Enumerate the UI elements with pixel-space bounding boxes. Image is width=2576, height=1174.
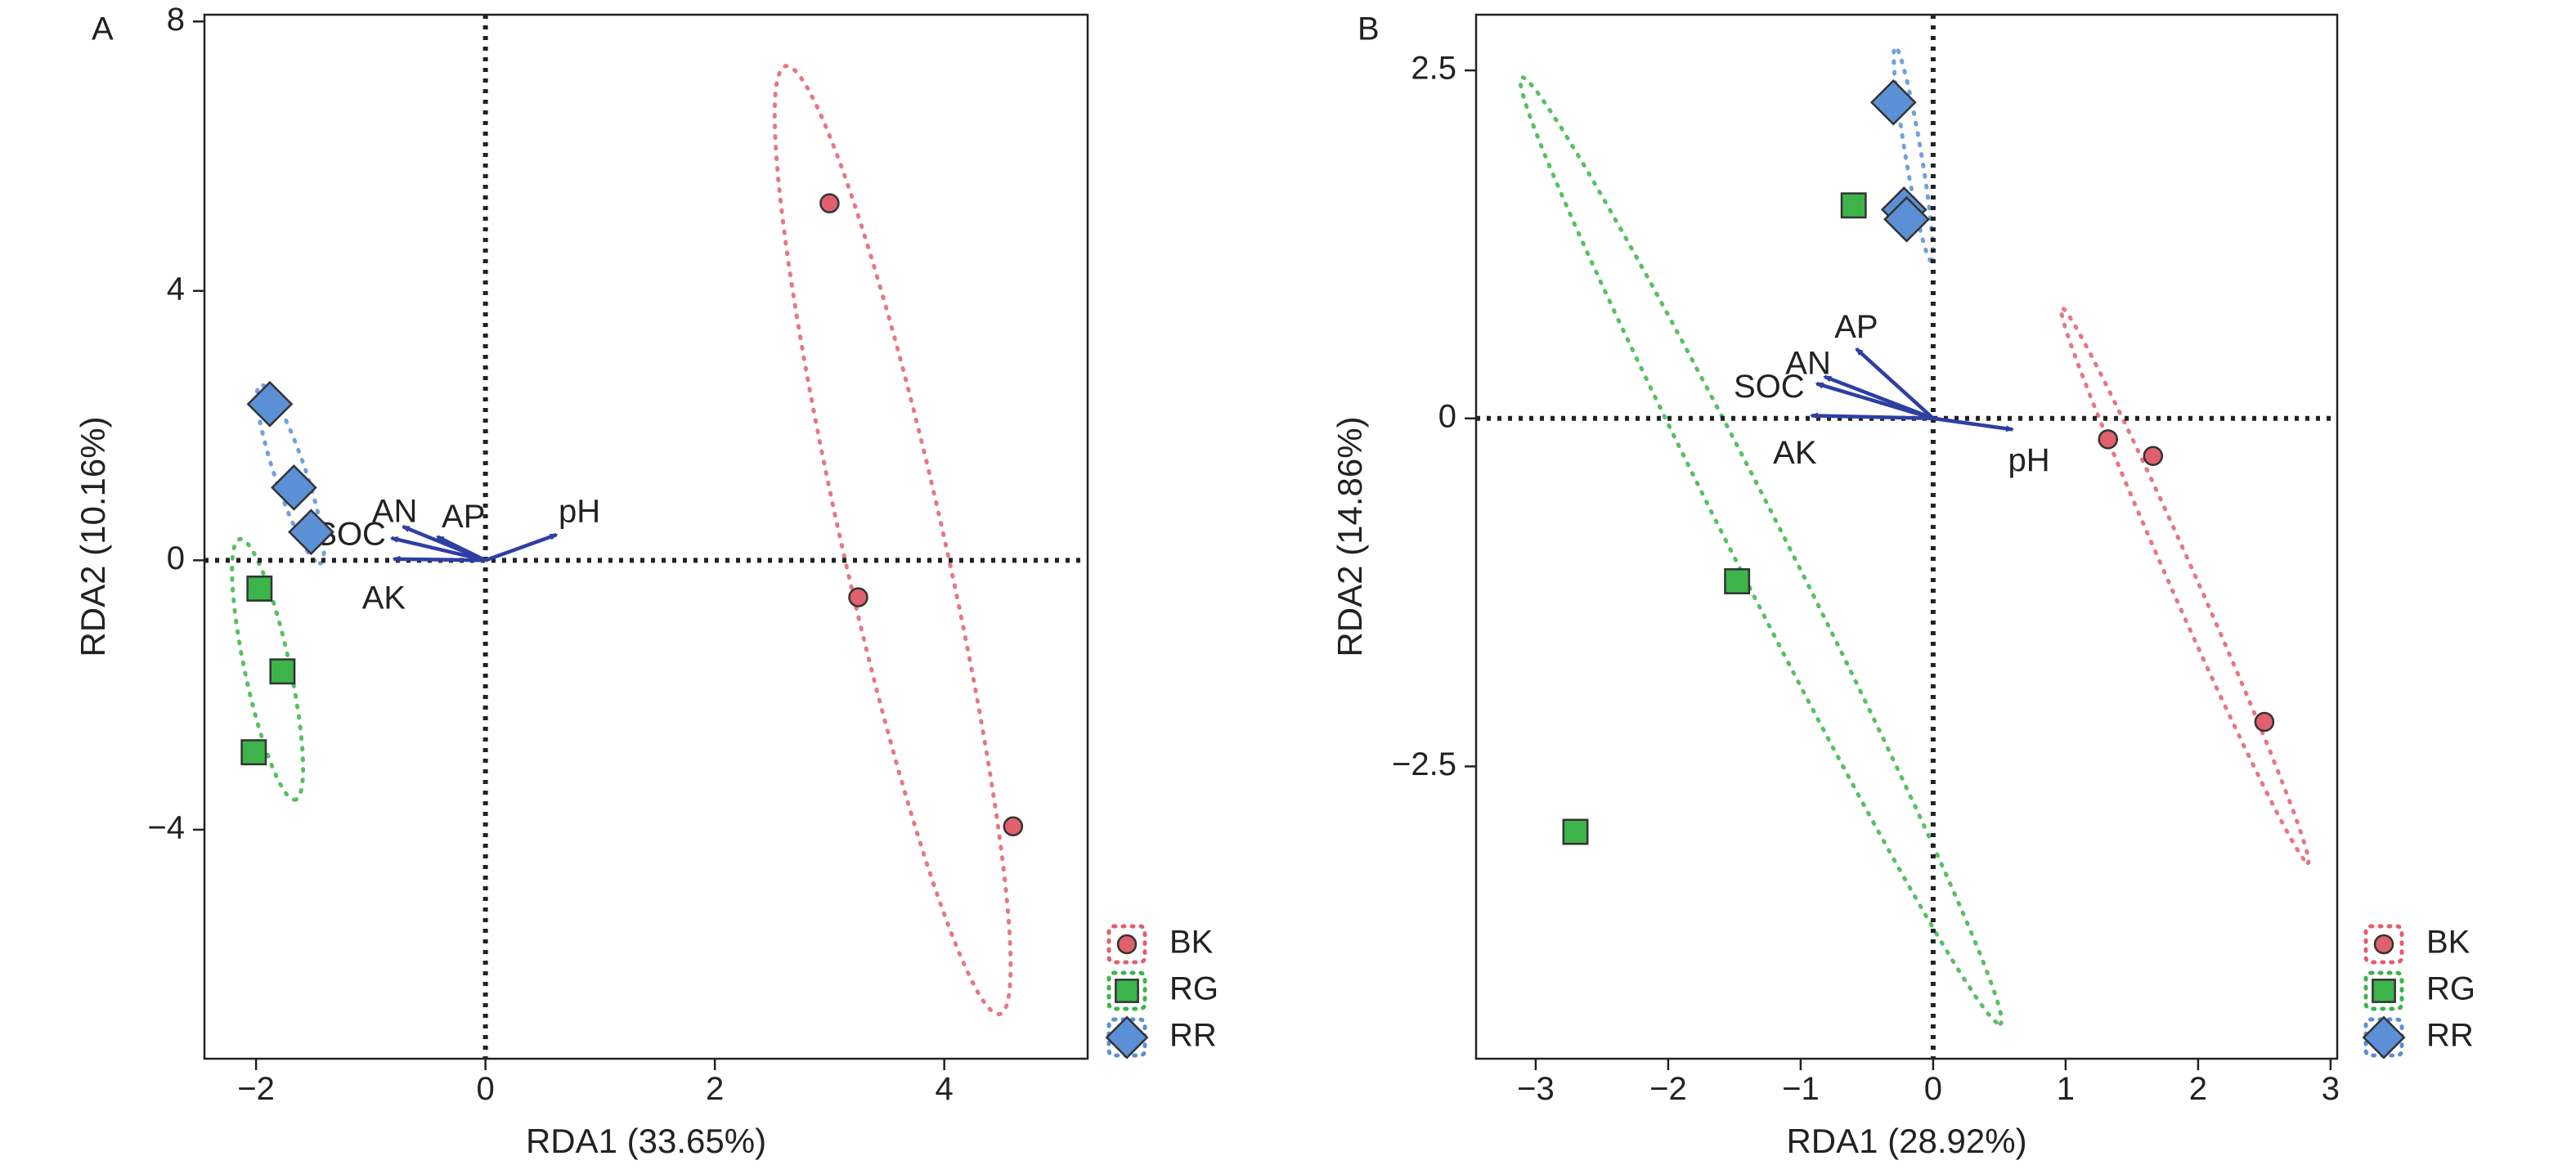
vector-label-ap: AP [1834, 309, 1878, 345]
legend-label-bk: BK [1169, 925, 1214, 961]
y-tick-label: 4 [167, 271, 185, 307]
x-tick-label: 0 [477, 1071, 495, 1107]
vector-label-ph: pH [559, 494, 600, 530]
legend-key-outline-rg [1106, 970, 1147, 1011]
vector-soc [389, 535, 487, 562]
point-bk [819, 193, 840, 213]
point-rr [271, 464, 317, 511]
point-rg [1562, 818, 1589, 845]
vector-label-an: AN [1785, 345, 1831, 381]
vector-label-an: AN [372, 494, 418, 530]
legend-label-rg: RG [2426, 971, 2475, 1007]
point-bk [2254, 711, 2275, 733]
x-tick-label: 1 [2057, 1071, 2075, 1107]
vector-label-ak: AK [362, 580, 406, 616]
plot-frame [203, 13, 1089, 1060]
legend-label-rr: RR [1169, 1018, 1217, 1054]
point-bk [2143, 446, 2164, 466]
x-tick-label: 3 [2322, 1071, 2340, 1107]
y-tick-label: 0 [167, 540, 185, 576]
y-tick-label: 0 [1438, 398, 1456, 434]
vector-soc [1815, 382, 1934, 420]
vector-ak [1809, 412, 1933, 421]
legend-key-outline-bk [2363, 924, 2404, 965]
legend-label-rg: RG [1169, 971, 1218, 1007]
vector-ph [484, 532, 559, 562]
vector-ak [392, 555, 486, 562]
vector-label-ak: AK [1773, 435, 1817, 471]
vector-ap [435, 535, 487, 562]
vector-label-ap: AP [442, 499, 485, 535]
panel-b: B −3 −2 −1 0 1 2 3 −2.5 0 2.5 RDA1 (28.92%) RDA2 (14… [1331, 11, 2475, 1160]
legend-marker-rg [2372, 979, 2396, 1003]
point-rg [240, 739, 267, 766]
y-axis-label: RDA2 (10.16%) [74, 416, 112, 656]
vector-label-ph: pH [2008, 442, 2050, 478]
point-rr [1883, 195, 1930, 243]
x-axis-label: RDA1 (33.65%) [526, 1122, 766, 1160]
point-rg [1840, 192, 1867, 219]
ellipse-rg [230, 536, 306, 802]
legend-key-outline-bk [1106, 924, 1147, 965]
x-tick-label: −2 [1649, 1071, 1687, 1107]
point-rr [246, 380, 294, 428]
legend-marker-rr [2362, 1015, 2406, 1060]
plot-frame [1474, 13, 2339, 1060]
y-tick-label: 2.5 [1411, 51, 1456, 87]
ellipse-bk [772, 64, 1013, 1017]
legend-label-bk: BK [2426, 925, 2471, 961]
legend-label-rr: RR [2426, 1018, 2474, 1054]
vector-label-soc: SOC [1734, 369, 1805, 405]
x-tick-label: 2 [706, 1071, 724, 1107]
x-axis-label: RDA1 (28.92%) [1786, 1122, 2026, 1160]
vector-ph [1932, 416, 2015, 432]
legend-key-outline-rg [2363, 970, 2404, 1011]
x-tick-label: −1 [1782, 1071, 1820, 1107]
point-rg [269, 658, 296, 685]
x-tick-label: −3 [1517, 1071, 1555, 1107]
x-tick-label: 4 [936, 1071, 954, 1107]
legend-marker-rr [1105, 1015, 1149, 1060]
point-rg [1724, 568, 1751, 594]
x-tick-label: −2 [237, 1071, 275, 1107]
panel-letter: A [92, 11, 114, 47]
legend-marker-bk [1116, 934, 1138, 955]
point-rg [246, 575, 273, 602]
y-axis-label: RDA2 (14.86%) [1331, 416, 1369, 656]
point-rr [1869, 78, 1917, 126]
y-tick-label: −4 [147, 809, 185, 845]
vector-ap [1855, 347, 1935, 420]
legend-marker-rg [1115, 979, 1139, 1003]
panel-letter: B [1358, 11, 1380, 47]
ellipse-bk [2058, 305, 2311, 866]
y-tick-label: 8 [167, 2, 185, 38]
point-rr [288, 509, 334, 556]
x-tick-label: 2 [2189, 1071, 2207, 1107]
point-bk [848, 587, 868, 607]
y-tick-label: −2.5 [1392, 746, 1456, 782]
point-bk [1003, 816, 1024, 837]
x-tick-label: 0 [1924, 1071, 1942, 1107]
point-bk [2098, 429, 2118, 450]
ellipse-rg [1518, 74, 2004, 1026]
legend-marker-bk [2373, 934, 2394, 955]
